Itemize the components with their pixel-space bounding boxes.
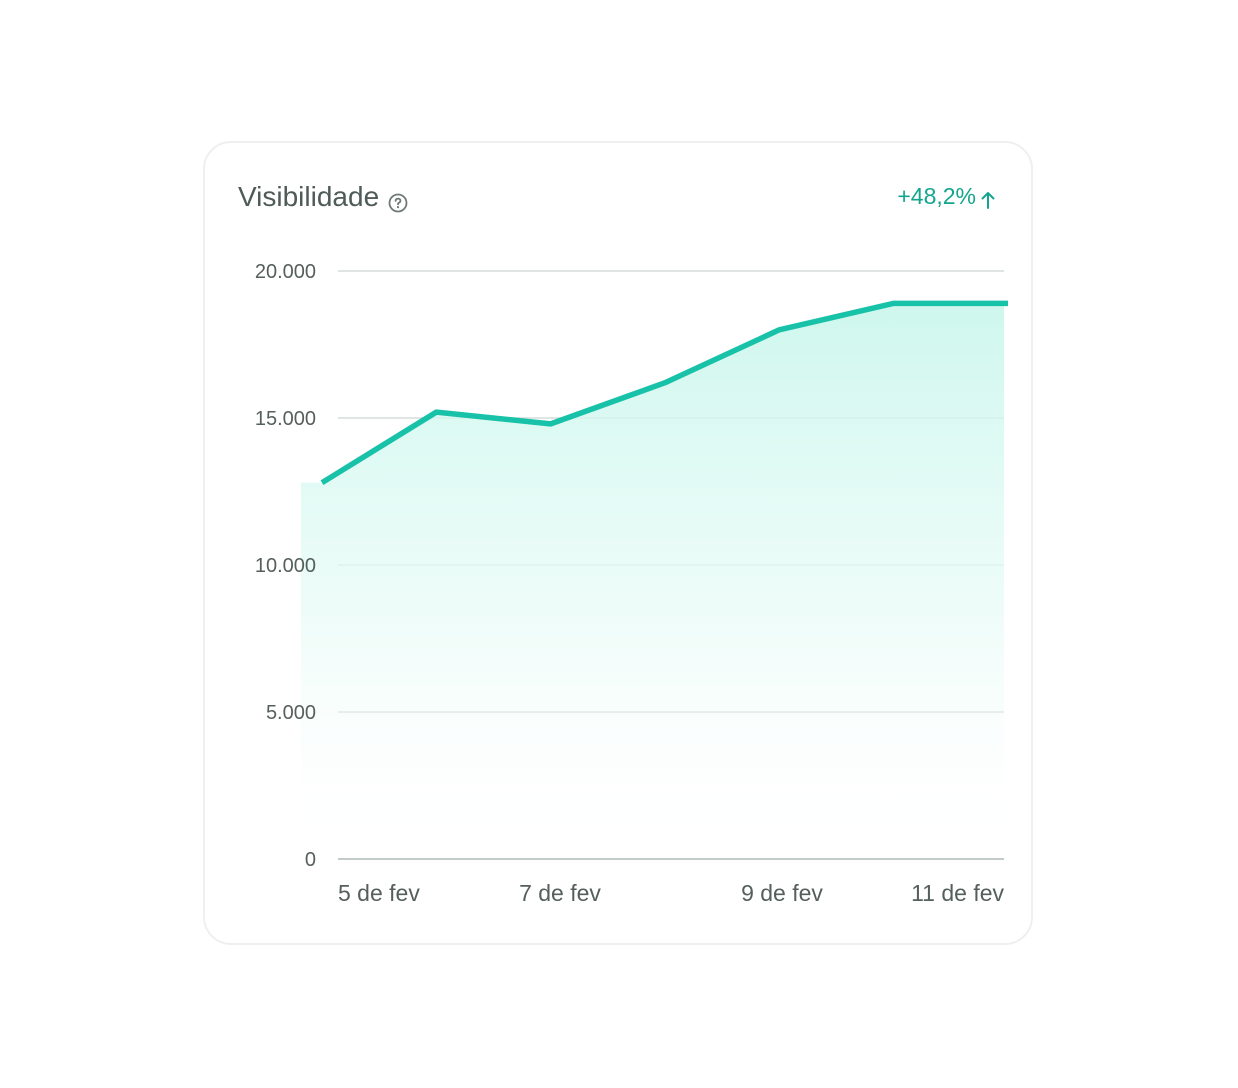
visibility-chart: 0 5.000 10.000 15.000 20.000 5 de fev 7 de fe… [255, 261, 1009, 906]
y-tick-label: 10.000 [255, 555, 316, 577]
x-tick-label: 7 de fev [519, 880, 601, 906]
x-tick-label: 9 de fev [741, 880, 823, 906]
visibility-card: Visibilidade +48,2% 0 5.000 10. [203, 141, 1033, 945]
series-area [301, 303, 1008, 860]
x-tick-label: 5 de fev [338, 880, 420, 906]
area-layer [301, 303, 1008, 860]
change-value: +48,2% [897, 183, 976, 209]
question-circle-icon[interactable] [388, 187, 408, 213]
line-layer [320, 300, 1009, 486]
y-tick-label: 20.000 [255, 261, 316, 283]
card-title: Visibilidade [238, 181, 380, 212]
arrow-up-icon [980, 186, 996, 209]
y-axis-labels: 0 5.000 10.000 15.000 20.000 [255, 261, 316, 871]
y-tick-label: 0 [305, 849, 316, 871]
card-header: Visibilidade [238, 180, 408, 214]
x-axis-labels: 5 de fev 7 de fev 9 de fev 11 de fev [338, 880, 1004, 906]
y-tick-label: 5.000 [266, 702, 316, 724]
y-tick-label: 15.000 [255, 408, 316, 430]
change-indicator: +48,2% [897, 180, 996, 212]
x-tick-label: 11 de fev [911, 880, 1004, 906]
